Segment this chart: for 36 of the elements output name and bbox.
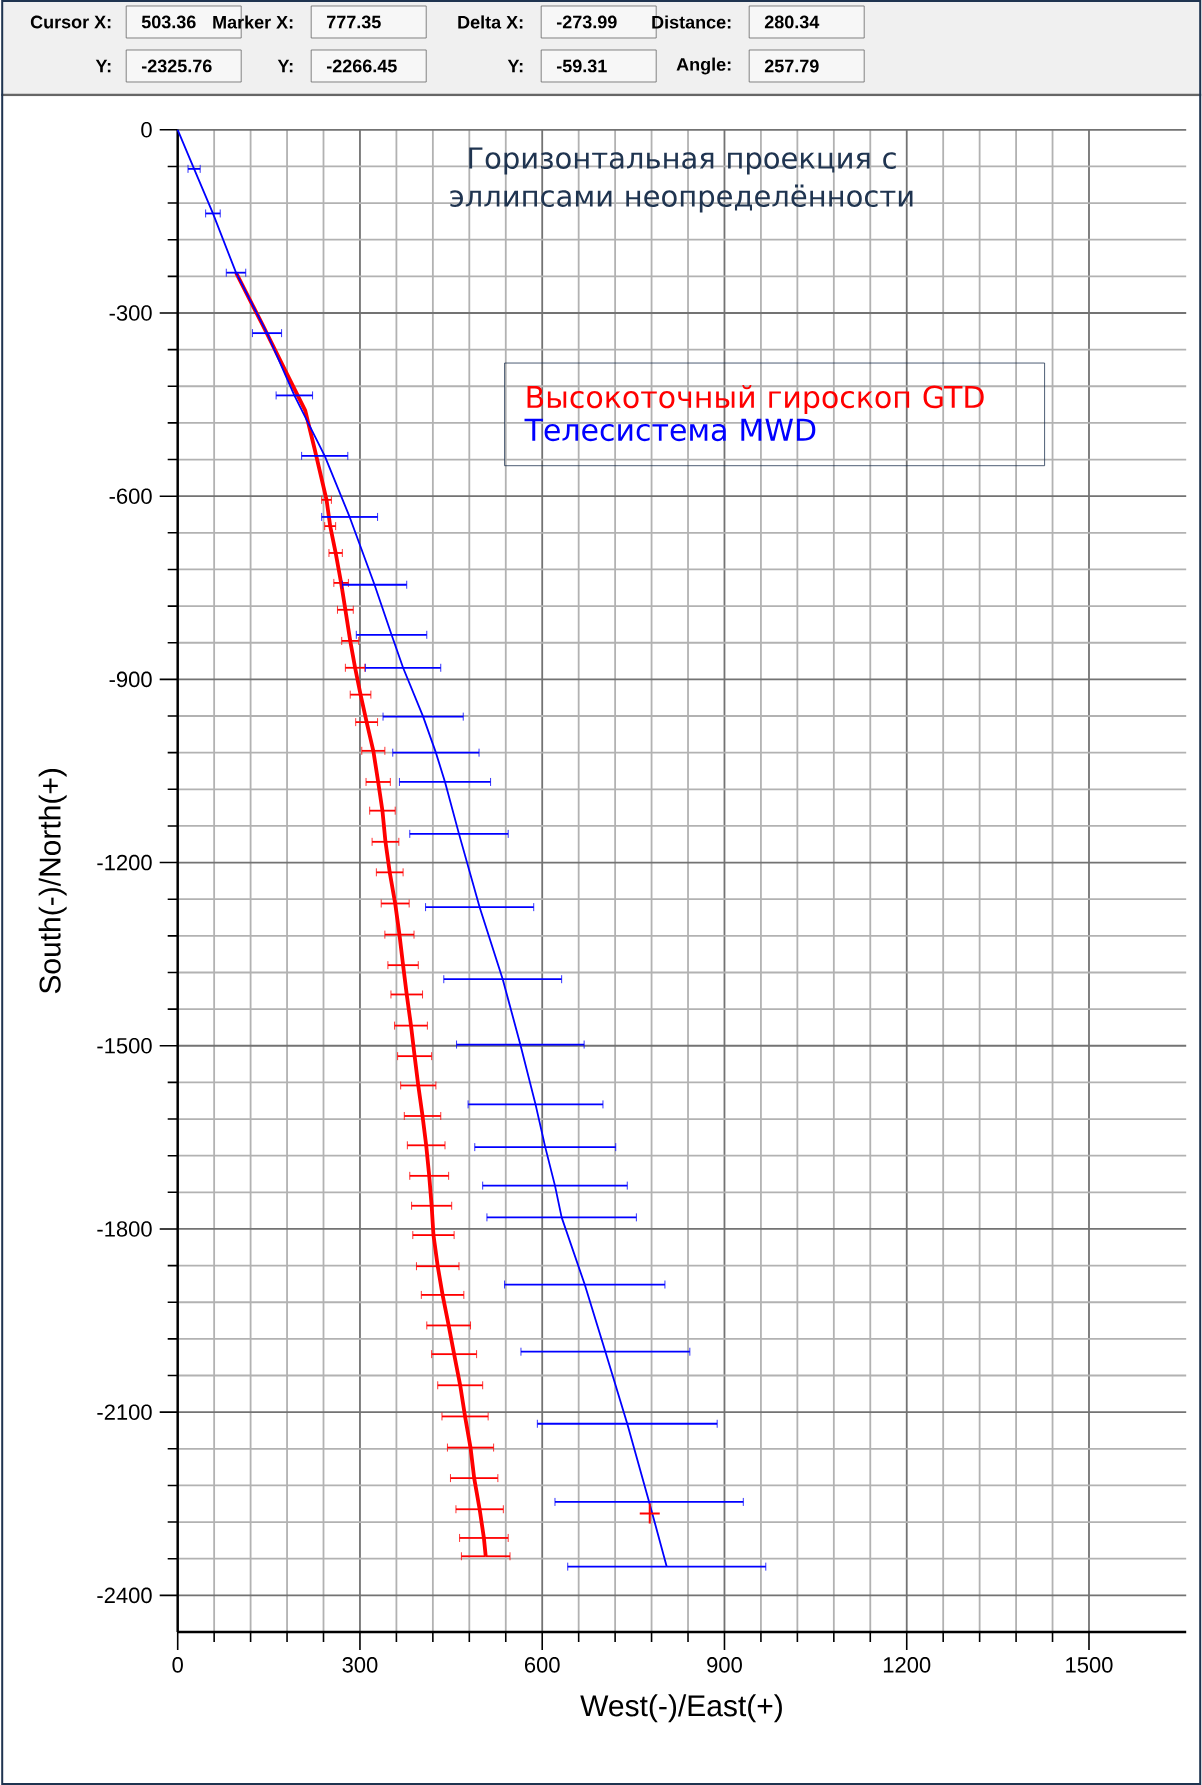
text: 257.79 [764,59,819,73]
text: -273.99 [556,15,617,29]
y-tick-label: -1200 [97,854,152,871]
y-axis-title: South(-)/North(+) [38,768,67,994]
x-tick-label: 300 [342,1657,378,1673]
text: Горизонтальная проекция с эллипсами неопределённости [450,147,913,213]
text: Angle: [676,57,731,75]
y-tick-label: -300 [109,305,152,321]
text: Телесистема MWD [524,418,816,442]
x-axis-title: West(-)/East(+) [580,1694,782,1723]
x-tick-label: 1200 [883,1657,931,1673]
text: 777.35 [326,15,381,29]
text: Y: [507,59,523,73]
text: Y: [95,59,111,73]
text: -59.31 [556,59,607,73]
text: Y: [277,59,293,73]
text: Distance: [652,15,731,29]
text: -2325.76 [141,59,212,73]
y-tick-label: -1800 [97,1221,152,1237]
text: 280.34 [764,15,820,29]
y-tick-label: -2400 [97,1587,152,1604]
x-tick-label: 1500 [1065,1657,1113,1673]
x-tick-label: 900 [706,1657,742,1673]
y-tick-label: -900 [109,671,152,688]
x-tick-label: 0 [172,1657,183,1673]
y-tick-label: -2100 [97,1404,152,1420]
text: -2266.45 [326,59,397,73]
x-tick-label: 600 [524,1657,560,1673]
y-tick-label: 0 [141,122,152,138]
y-tick-label: -600 [109,488,152,504]
text: Высокоточный гироскоп GTD [527,385,984,415]
text: Marker X: [213,15,293,29]
y-tick-label: -1500 [97,1038,152,1054]
text: Delta X: [458,15,523,29]
text: Cursor X: [30,15,111,29]
text: 503.36 [141,15,196,29]
